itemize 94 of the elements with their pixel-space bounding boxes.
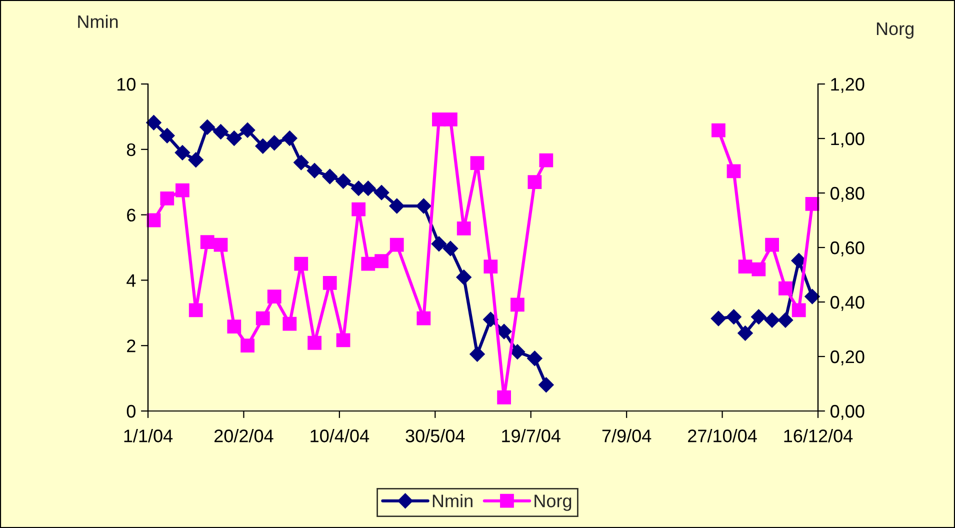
point [805,196,820,211]
point [539,153,554,168]
point [765,238,779,252]
point [176,183,190,198]
y-tick-label: 6 [127,208,136,222]
point [255,138,270,154]
point [294,154,309,170]
y-tick-label: 10 [117,78,136,91]
point [431,236,447,252]
point [294,256,308,271]
x-tick-label: 19/7/04 [502,429,560,442]
y-tick-label: 4 [126,274,136,287]
x-tick-label: 27/10/04 [688,429,757,442]
y2-tick-label: 0,00 [830,404,864,420]
point [538,377,554,392]
y2-tick-label: 0,40 [830,296,864,311]
x-tick-label: 7/9/04 [602,429,652,442]
point [282,316,297,331]
point [266,135,282,150]
point [510,344,526,360]
y2-tick-label: 1,20 [831,78,864,93]
point [308,336,322,350]
point [416,198,432,214]
point [738,260,752,274]
point [456,221,471,236]
x-tick-label: 20/2/04 [214,429,274,442]
point [213,124,228,140]
point [497,390,511,404]
point [188,152,204,168]
point [214,238,228,252]
point [267,290,282,304]
y2-tick-label: 0,20 [830,350,864,366]
point [160,192,174,206]
point [527,350,542,366]
point [804,288,820,304]
legend-label: Nmin [432,494,472,508]
point [528,175,542,190]
y2-axis-title: Norg [876,22,914,39]
x-tick-label: 1/1/04 [124,429,173,442]
point [778,281,792,296]
point [416,311,431,326]
point [389,198,404,214]
point [336,333,350,348]
point [200,120,215,135]
point [374,254,388,268]
point [726,309,742,324]
point [188,303,203,318]
point [484,260,498,274]
point [336,174,351,189]
point [751,309,766,324]
point [752,262,766,276]
point [256,311,270,326]
point [390,238,404,252]
y-axis-title: Nmin [78,14,118,28]
point [470,156,484,170]
point [226,130,242,146]
point [483,312,498,328]
point [712,123,726,138]
point [791,253,806,268]
point [361,256,376,271]
x-tick-label: 16/12/04 [784,429,853,442]
y2-tick-label: 1,00 [831,132,864,148]
point [227,320,242,334]
point [322,276,337,290]
point [322,168,338,184]
y-tick-label: 0 [126,404,136,418]
point [710,310,726,326]
point [444,112,458,126]
point [374,184,390,200]
y2-tick-label: 0,80 [830,186,864,202]
point [470,346,485,362]
point [174,145,190,160]
point [764,312,780,328]
point [726,164,741,178]
point [282,130,298,146]
point [306,163,322,178]
point [160,128,175,144]
point [792,303,806,318]
point [146,115,162,130]
x-tick-label: 10/4/04 [310,429,370,442]
legend-label: Norg [534,494,572,511]
point [200,235,214,249]
point [442,240,458,256]
point [456,270,472,285]
point [510,298,524,312]
y2-tick-label: 0,60 [830,241,864,256]
point [778,312,794,328]
y-tick-label: 2 [127,340,136,352]
point [240,338,254,353]
y-tick-label: 8 [126,143,136,156]
point [738,326,753,341]
point [352,202,366,216]
point [240,122,256,138]
x-tick-label: 30/5/04 [406,429,465,442]
